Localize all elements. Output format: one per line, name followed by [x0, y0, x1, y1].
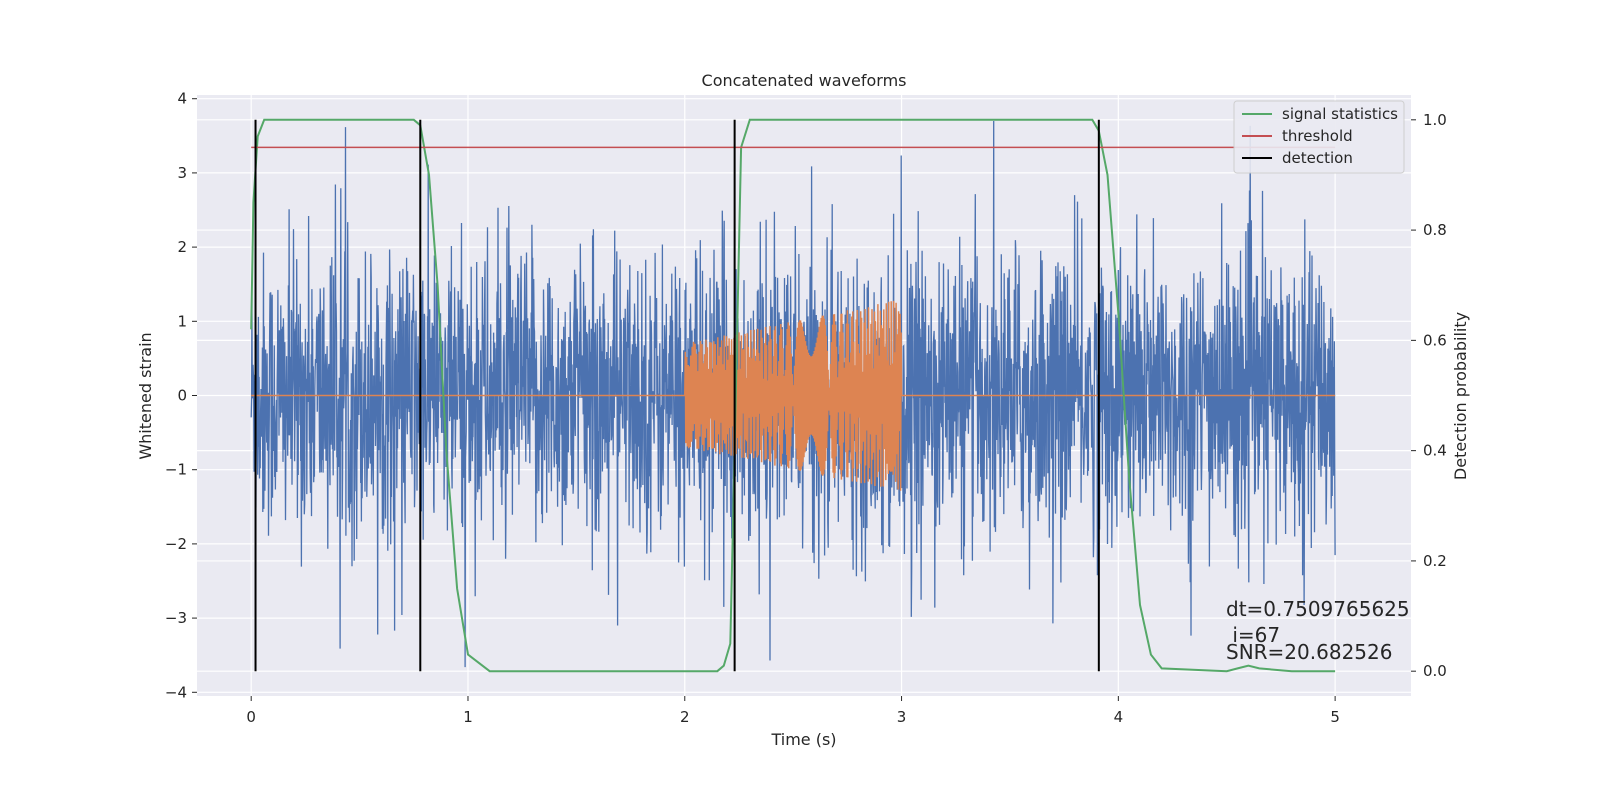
x-axis-label: Time (s): [770, 730, 836, 749]
noise-series: [250, 120, 1336, 668]
y-tick-label: 3: [177, 164, 187, 182]
legend-label-detection: detection: [1282, 149, 1353, 167]
x-tick-label: 4: [1114, 708, 1124, 726]
y2-ticks: 0.0 0.2 0.4 0.6 0.8 1.0: [1411, 111, 1447, 680]
annotation-snr: SNR=20.682526: [1226, 640, 1392, 664]
legend: signal statistics threshold detection: [1233, 100, 1405, 174]
noise-line: [250, 120, 1336, 668]
detection-series: [254, 119, 1100, 672]
y-tick-label: −4: [165, 683, 187, 701]
y2-tick-label: 0.2: [1423, 552, 1447, 570]
y-tick-label: 0: [177, 387, 187, 405]
x-tick-label: 1: [463, 708, 473, 726]
y2-axis-label: Detection probability: [1451, 312, 1470, 480]
chirp-series: [251, 300, 1336, 491]
x-tick-label: 2: [680, 708, 690, 726]
legend-box: [1233, 100, 1405, 174]
annotation-dt: dt=0.7509765625: [1226, 597, 1410, 621]
x-ticks: 0 1 2 3 4 5: [246, 696, 1340, 726]
chart-title: Concatenated waveforms: [702, 71, 907, 90]
y2-tick-label: 0.4: [1423, 442, 1447, 460]
y2-tick-label: 0.0: [1423, 662, 1447, 680]
y-tick-label: −2: [165, 535, 187, 553]
legend-label-threshold: threshold: [1282, 127, 1353, 145]
y2-tick-label: 0.8: [1423, 221, 1447, 239]
y-tick-label: −1: [165, 461, 187, 479]
x-tick-label: 0: [246, 708, 256, 726]
y2-tick-label: 0.6: [1423, 331, 1447, 349]
legend-label-signal-statistics: signal statistics: [1282, 105, 1398, 123]
y-tick-label: −3: [165, 609, 187, 627]
y-ticks: −4 −3 −2 −1 0 1 2 3 4: [165, 90, 197, 701]
annotation-i: i=67: [1226, 623, 1280, 647]
x-tick-label: 5: [1330, 708, 1340, 726]
y2-tick-label: 1.0: [1423, 111, 1447, 129]
chirp-line: [251, 300, 1336, 491]
y-axis-label: Whitened strain: [136, 332, 155, 459]
x-tick-label: 3: [897, 708, 907, 726]
y-tick-label: 1: [177, 312, 187, 330]
y-tick-label: 4: [177, 90, 187, 108]
y-tick-label: 2: [177, 238, 187, 256]
